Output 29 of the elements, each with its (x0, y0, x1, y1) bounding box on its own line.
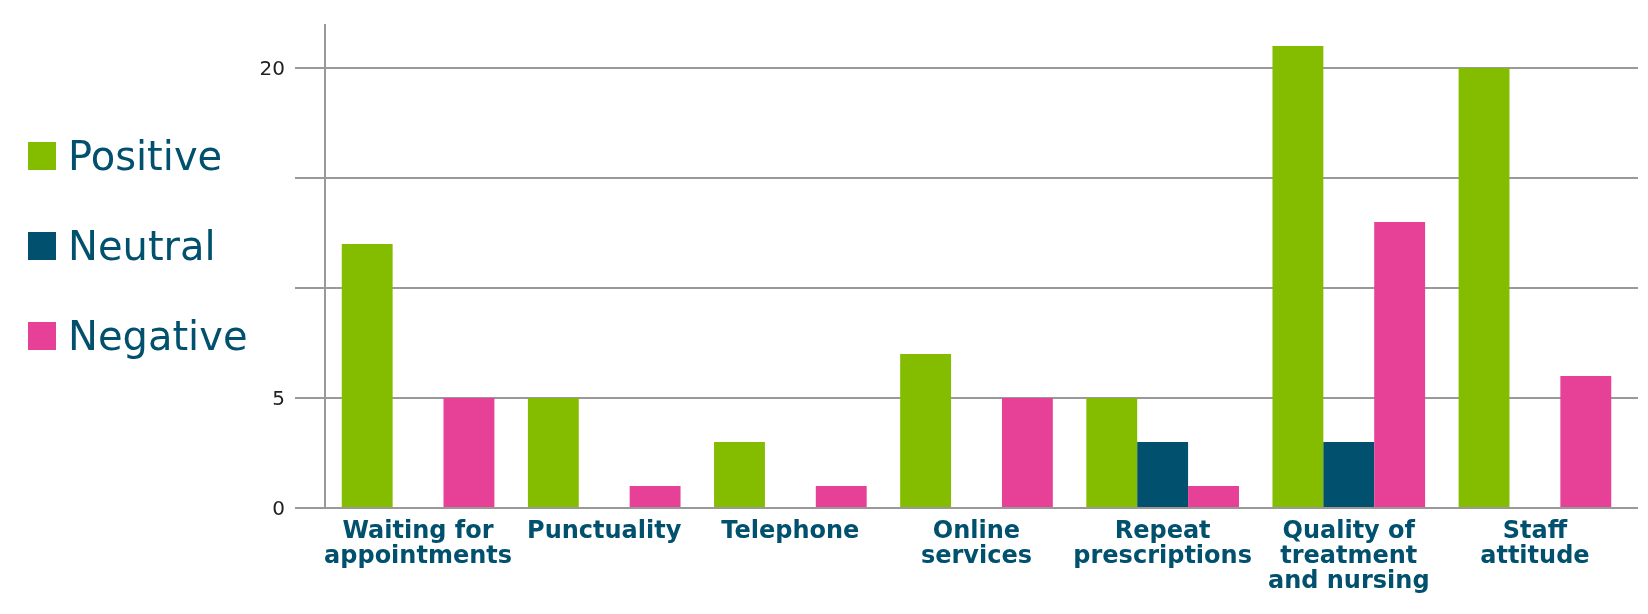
bar (714, 442, 765, 508)
bar (341, 244, 393, 508)
bar (1188, 486, 1239, 508)
bar (527, 398, 579, 508)
y-tick-label: 20 (259, 56, 285, 80)
bar (1323, 442, 1375, 508)
legend-label: Positive (68, 133, 223, 179)
x-tick-label: Punctuality (527, 516, 682, 544)
bar (1001, 398, 1053, 508)
bar (1560, 376, 1612, 508)
bar (1272, 46, 1324, 508)
x-tick-label: Repeat prescriptions (1073, 516, 1252, 569)
bar (1374, 222, 1426, 508)
bar (900, 354, 952, 508)
x-tick-label: Telephone (721, 516, 860, 544)
bar (1137, 442, 1189, 508)
x-tick-label: Waiting for appointments (324, 516, 513, 569)
y-tick-label: 5 (272, 386, 285, 410)
bar (1458, 68, 1510, 508)
bar (629, 486, 681, 508)
legend-label: Negative (68, 313, 248, 359)
x-tick-label: Staff attitude (1480, 516, 1590, 569)
bar (1086, 398, 1138, 508)
bar (815, 486, 867, 508)
x-tick-label: Quality of treatment and nursing (1267, 516, 1430, 594)
y-tick-label: 0 (272, 496, 285, 520)
x-tick-label: Online services (920, 516, 1033, 569)
legend-label: Neutral (68, 223, 216, 269)
bar (443, 398, 495, 508)
